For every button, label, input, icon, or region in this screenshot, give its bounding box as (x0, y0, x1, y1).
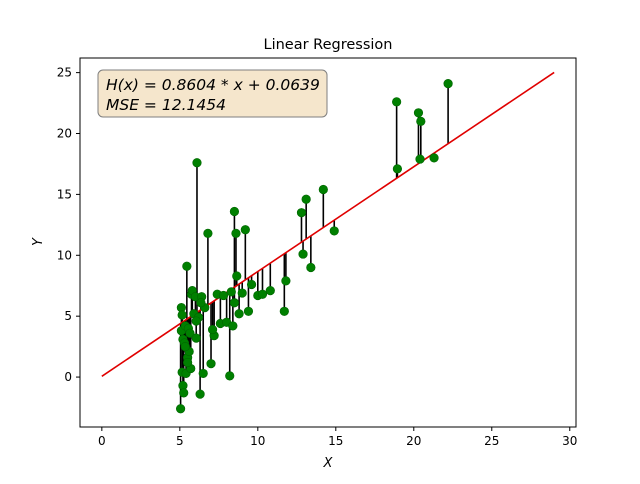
data-point (392, 97, 402, 107)
data-point (226, 287, 236, 297)
regression-line-group (101, 71, 555, 377)
y-axis-ticks: 0 5 10 15 20 25 (57, 66, 80, 384)
data-point (182, 261, 192, 271)
data-point (246, 279, 257, 290)
y-tick-label: 0 (64, 370, 72, 384)
data-point (257, 289, 268, 299)
data-point (318, 184, 328, 195)
x-axis-label: X (323, 456, 334, 471)
plot-frame (79, 57, 577, 428)
data-point (234, 309, 244, 319)
data-point (229, 206, 240, 217)
data-point (177, 310, 187, 320)
data-point (198, 368, 208, 379)
data-point (415, 154, 425, 164)
data-point (225, 371, 235, 381)
data-point (195, 389, 205, 399)
annotation-background (97, 69, 328, 118)
data-point (298, 249, 308, 259)
data-point (281, 276, 291, 286)
y-tick-label: 10 (57, 248, 72, 262)
data-point (192, 158, 202, 168)
data-points (176, 78, 453, 414)
data-point (196, 298, 206, 308)
data-point (203, 228, 213, 238)
y-tick-label: 5 (64, 309, 72, 323)
data-point (240, 225, 250, 235)
data-point (207, 324, 218, 335)
data-point (231, 228, 241, 238)
data-point (237, 288, 247, 298)
data-point (301, 194, 311, 204)
data-point (176, 404, 186, 414)
x-tick-label: 25 (484, 434, 499, 448)
data-point (191, 316, 201, 326)
y-axis-label: Y (31, 237, 46, 246)
annotation-mse: MSE = 12.1454 (106, 96, 226, 114)
x-tick-label: 30 (562, 434, 577, 448)
data-point (329, 226, 339, 236)
y-tick-label: 25 (57, 66, 72, 80)
x-tick-label: 5 (176, 434, 184, 448)
data-point (180, 342, 190, 352)
data-point (191, 333, 201, 343)
data-point (296, 208, 307, 218)
y-tick-label: 20 (57, 127, 72, 141)
x-tick-label: 15 (328, 434, 343, 448)
data-point (229, 298, 240, 308)
data-point (243, 306, 254, 316)
data-point (232, 271, 242, 281)
annotation-box: H(x) = 0.8604 * x + 0.0639 MSE = 12.1454 (97, 69, 328, 118)
data-point (218, 290, 229, 301)
data-point (183, 357, 193, 368)
x-tick-label: 10 (250, 434, 265, 448)
data-point (185, 328, 195, 338)
data-point (429, 153, 439, 163)
x-tick-label: 0 (98, 434, 106, 448)
data-point (413, 108, 424, 118)
x-axis-ticks: 0 5 10 15 20 25 30 (98, 427, 577, 448)
data-point (306, 262, 316, 273)
y-tick-label: 15 (57, 187, 72, 201)
regression-line (101, 71, 555, 377)
x-tick-label: 20 (406, 434, 421, 448)
data-point (228, 321, 238, 331)
data-point (206, 359, 216, 369)
data-point (392, 164, 403, 174)
data-point (279, 306, 289, 316)
annotation-equation: H(x) = 0.8604 * x + 0.0639 (106, 76, 320, 94)
data-point (443, 78, 453, 89)
data-point (265, 286, 275, 296)
data-point (416, 116, 426, 126)
data-point (179, 388, 189, 398)
chart-title: Linear Regression (264, 37, 393, 53)
